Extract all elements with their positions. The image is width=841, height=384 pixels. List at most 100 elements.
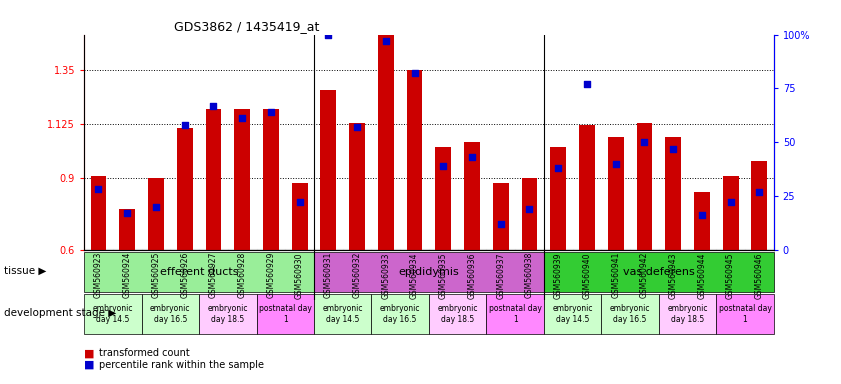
Point	[436, 163, 450, 169]
Text: ■: ■	[84, 348, 98, 358]
Text: GSM560934: GSM560934	[410, 252, 419, 299]
Bar	[407, 70, 422, 250]
Bar	[486, 294, 544, 334]
Bar	[544, 252, 774, 292]
Bar	[601, 294, 659, 334]
Point	[264, 109, 278, 115]
Bar	[119, 209, 135, 250]
Point	[494, 221, 507, 227]
Point	[207, 103, 220, 109]
Text: GDS3862 / 1435419_at: GDS3862 / 1435419_at	[174, 20, 319, 33]
Text: GSM560924: GSM560924	[123, 252, 132, 298]
Text: GSM560938: GSM560938	[525, 252, 534, 298]
Text: GSM560936: GSM560936	[468, 252, 477, 299]
Point	[465, 154, 479, 160]
Bar	[464, 142, 480, 250]
Text: embryonic
day 16.5: embryonic day 16.5	[380, 304, 420, 324]
Point	[178, 122, 192, 128]
Text: percentile rank within the sample: percentile rank within the sample	[99, 360, 264, 370]
Bar	[378, 35, 394, 250]
Bar	[659, 294, 717, 334]
Text: embryonic
day 16.5: embryonic day 16.5	[610, 304, 650, 324]
Bar	[665, 137, 681, 250]
Point	[235, 115, 249, 121]
Bar	[579, 125, 595, 250]
Bar	[722, 175, 738, 250]
Text: efferent ducts: efferent ducts	[160, 266, 238, 277]
Text: GSM560943: GSM560943	[669, 252, 678, 299]
Point	[379, 38, 393, 44]
Bar	[84, 294, 141, 334]
Bar	[493, 183, 509, 250]
Text: postnatal day
1: postnatal day 1	[259, 304, 312, 324]
Bar	[148, 178, 164, 250]
Text: GSM560933: GSM560933	[381, 252, 390, 299]
Point	[351, 124, 364, 130]
Text: epididymis: epididymis	[399, 266, 459, 277]
Point	[321, 31, 335, 38]
Point	[293, 199, 306, 205]
Bar	[429, 294, 486, 334]
Text: GSM560929: GSM560929	[267, 252, 275, 298]
Text: embryonic
day 18.5: embryonic day 18.5	[437, 304, 478, 324]
Bar	[637, 123, 653, 250]
Point	[724, 199, 738, 205]
Bar	[694, 192, 710, 250]
Text: GSM560941: GSM560941	[611, 252, 620, 298]
Text: GSM560939: GSM560939	[553, 252, 563, 299]
Point	[609, 161, 622, 167]
Text: GSM560935: GSM560935	[439, 252, 447, 299]
Bar	[544, 294, 601, 334]
Bar	[314, 252, 544, 292]
Bar	[752, 161, 767, 250]
Text: GSM560931: GSM560931	[324, 252, 333, 298]
Bar	[320, 89, 336, 250]
Bar	[608, 137, 623, 250]
Bar	[349, 123, 365, 250]
Point	[637, 139, 651, 145]
Point	[580, 81, 594, 87]
Bar	[521, 178, 537, 250]
Bar	[292, 183, 308, 250]
Text: GSM560925: GSM560925	[151, 252, 161, 298]
Bar	[199, 294, 257, 334]
Text: GSM560930: GSM560930	[295, 252, 304, 299]
Text: embryonic
day 14.5: embryonic day 14.5	[553, 304, 593, 324]
Bar	[177, 128, 193, 250]
Text: GSM560932: GSM560932	[352, 252, 362, 298]
Text: embryonic
day 16.5: embryonic day 16.5	[150, 304, 191, 324]
Point	[552, 165, 565, 171]
Point	[666, 146, 680, 152]
Text: embryonic
day 14.5: embryonic day 14.5	[93, 304, 133, 324]
Text: ■: ■	[84, 360, 98, 370]
Text: embryonic
day 18.5: embryonic day 18.5	[208, 304, 248, 324]
Text: postnatal day
1: postnatal day 1	[489, 304, 542, 324]
Text: GSM560923: GSM560923	[94, 252, 103, 298]
Point	[696, 212, 709, 218]
Bar	[84, 252, 314, 292]
Text: GSM560944: GSM560944	[697, 252, 706, 299]
Text: postnatal day
1: postnatal day 1	[718, 304, 771, 324]
Bar	[314, 294, 372, 334]
Bar	[257, 294, 314, 334]
Point	[408, 70, 421, 76]
Text: development stage ▶: development stage ▶	[4, 308, 116, 318]
Bar	[141, 294, 199, 334]
Bar	[436, 147, 451, 250]
Text: GSM560946: GSM560946	[755, 252, 764, 299]
Bar	[205, 109, 221, 250]
Point	[120, 210, 134, 216]
Text: embryonic
day 18.5: embryonic day 18.5	[667, 304, 708, 324]
Text: embryonic
day 14.5: embryonic day 14.5	[322, 304, 363, 324]
Bar	[91, 175, 106, 250]
Bar	[372, 294, 429, 334]
Text: vas deferens: vas deferens	[623, 266, 695, 277]
Bar	[235, 109, 250, 250]
Point	[523, 206, 537, 212]
Text: GSM560927: GSM560927	[209, 252, 218, 298]
Point	[149, 204, 162, 210]
Text: GSM560945: GSM560945	[726, 252, 735, 299]
Point	[753, 189, 766, 195]
Bar	[263, 109, 278, 250]
Text: GSM560937: GSM560937	[496, 252, 505, 299]
